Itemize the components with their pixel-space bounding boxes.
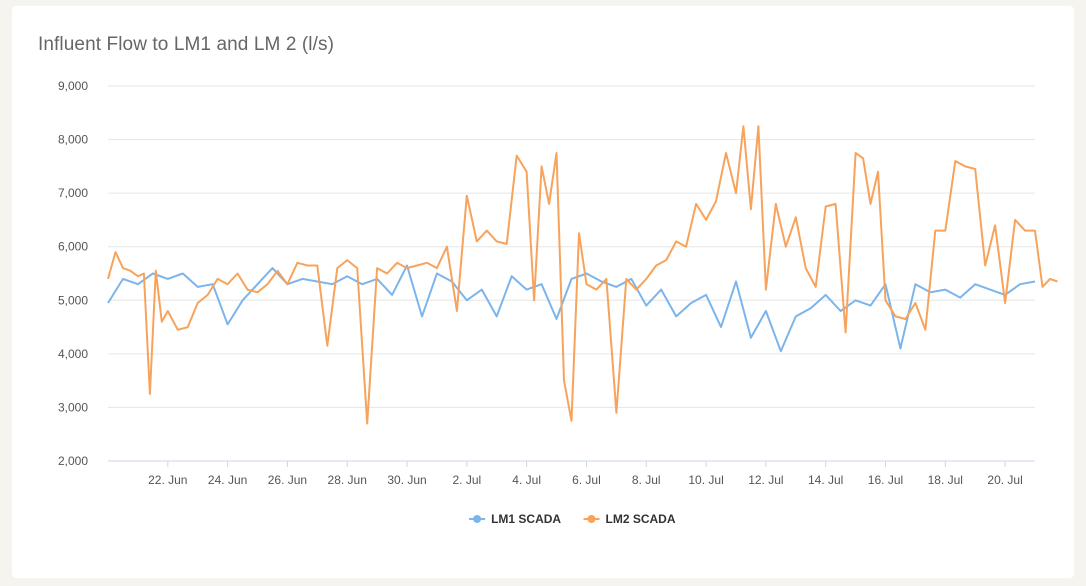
series-line-lm2-scada[interactable] <box>107 125 1058 425</box>
x-tick-label: 20. Jul <box>987 473 1022 487</box>
legend-marker-symbol <box>473 515 482 523</box>
x-tick-label: 26. Jun <box>268 473 307 487</box>
legend-label: LM1 SCADA <box>491 512 561 526</box>
x-tick-label: 10. Jul <box>688 473 723 487</box>
x-tick-label: 14. Jul <box>808 473 843 487</box>
x-tick-label: 8. Jul <box>632 473 661 487</box>
x-axis: 22. Jun 24. Jun 26. Jun 28. Jun 30. Jun 2. Ju… <box>108 460 1035 487</box>
y-tick-label: 2,000 <box>58 454 88 468</box>
y-tick-label: 4,000 <box>58 347 88 361</box>
y-axis: 2,000 3,000 4,000 5,000 6,000 7,000 8,000 9,000 <box>58 79 88 468</box>
x-tick-label: 16. Jul <box>868 473 903 487</box>
y-tick-label: 5,000 <box>58 293 88 307</box>
x-tick-label: 4. Jul <box>512 473 541 487</box>
y-tick-label: 8,000 <box>58 133 88 147</box>
y-tick-label: 6,000 <box>58 240 88 254</box>
x-tick-label: 18. Jul <box>928 473 963 487</box>
chart-card: Influent Flow to LM1 and LM 2 (l/s) <box>12 6 1074 578</box>
x-tick-label: 24. Jun <box>208 473 247 487</box>
x-tick-label: 6. Jul <box>572 473 601 487</box>
y-tick-label: 9,000 <box>58 79 88 93</box>
y-tick-label: 3,000 <box>58 400 88 414</box>
legend-item-lm2-scada[interactable]: LM2 SCADA <box>583 512 676 526</box>
x-tick-label: 30. Jun <box>387 473 426 487</box>
legend-item-lm1-scada[interactable]: LM1 SCADA <box>469 512 561 526</box>
series-group <box>107 125 1058 425</box>
legend-marker-symbol <box>587 515 596 523</box>
x-tick-label: 12. Jul <box>748 473 783 487</box>
y-tick-label: 7,000 <box>58 186 88 200</box>
series-line-lm1-scada[interactable] <box>107 264 1036 353</box>
x-tick-label: 28. Jun <box>328 473 367 487</box>
legend-label: LM2 SCADA <box>606 512 676 526</box>
x-tick-label: 22. Jun <box>148 473 187 487</box>
chart-title: Influent Flow to LM1 and LM 2 (l/s) <box>38 34 335 55</box>
legend[interactable]: LM1 SCADA LM2 SCADA <box>469 512 676 526</box>
x-tick-label: 2. Jul <box>452 473 481 487</box>
